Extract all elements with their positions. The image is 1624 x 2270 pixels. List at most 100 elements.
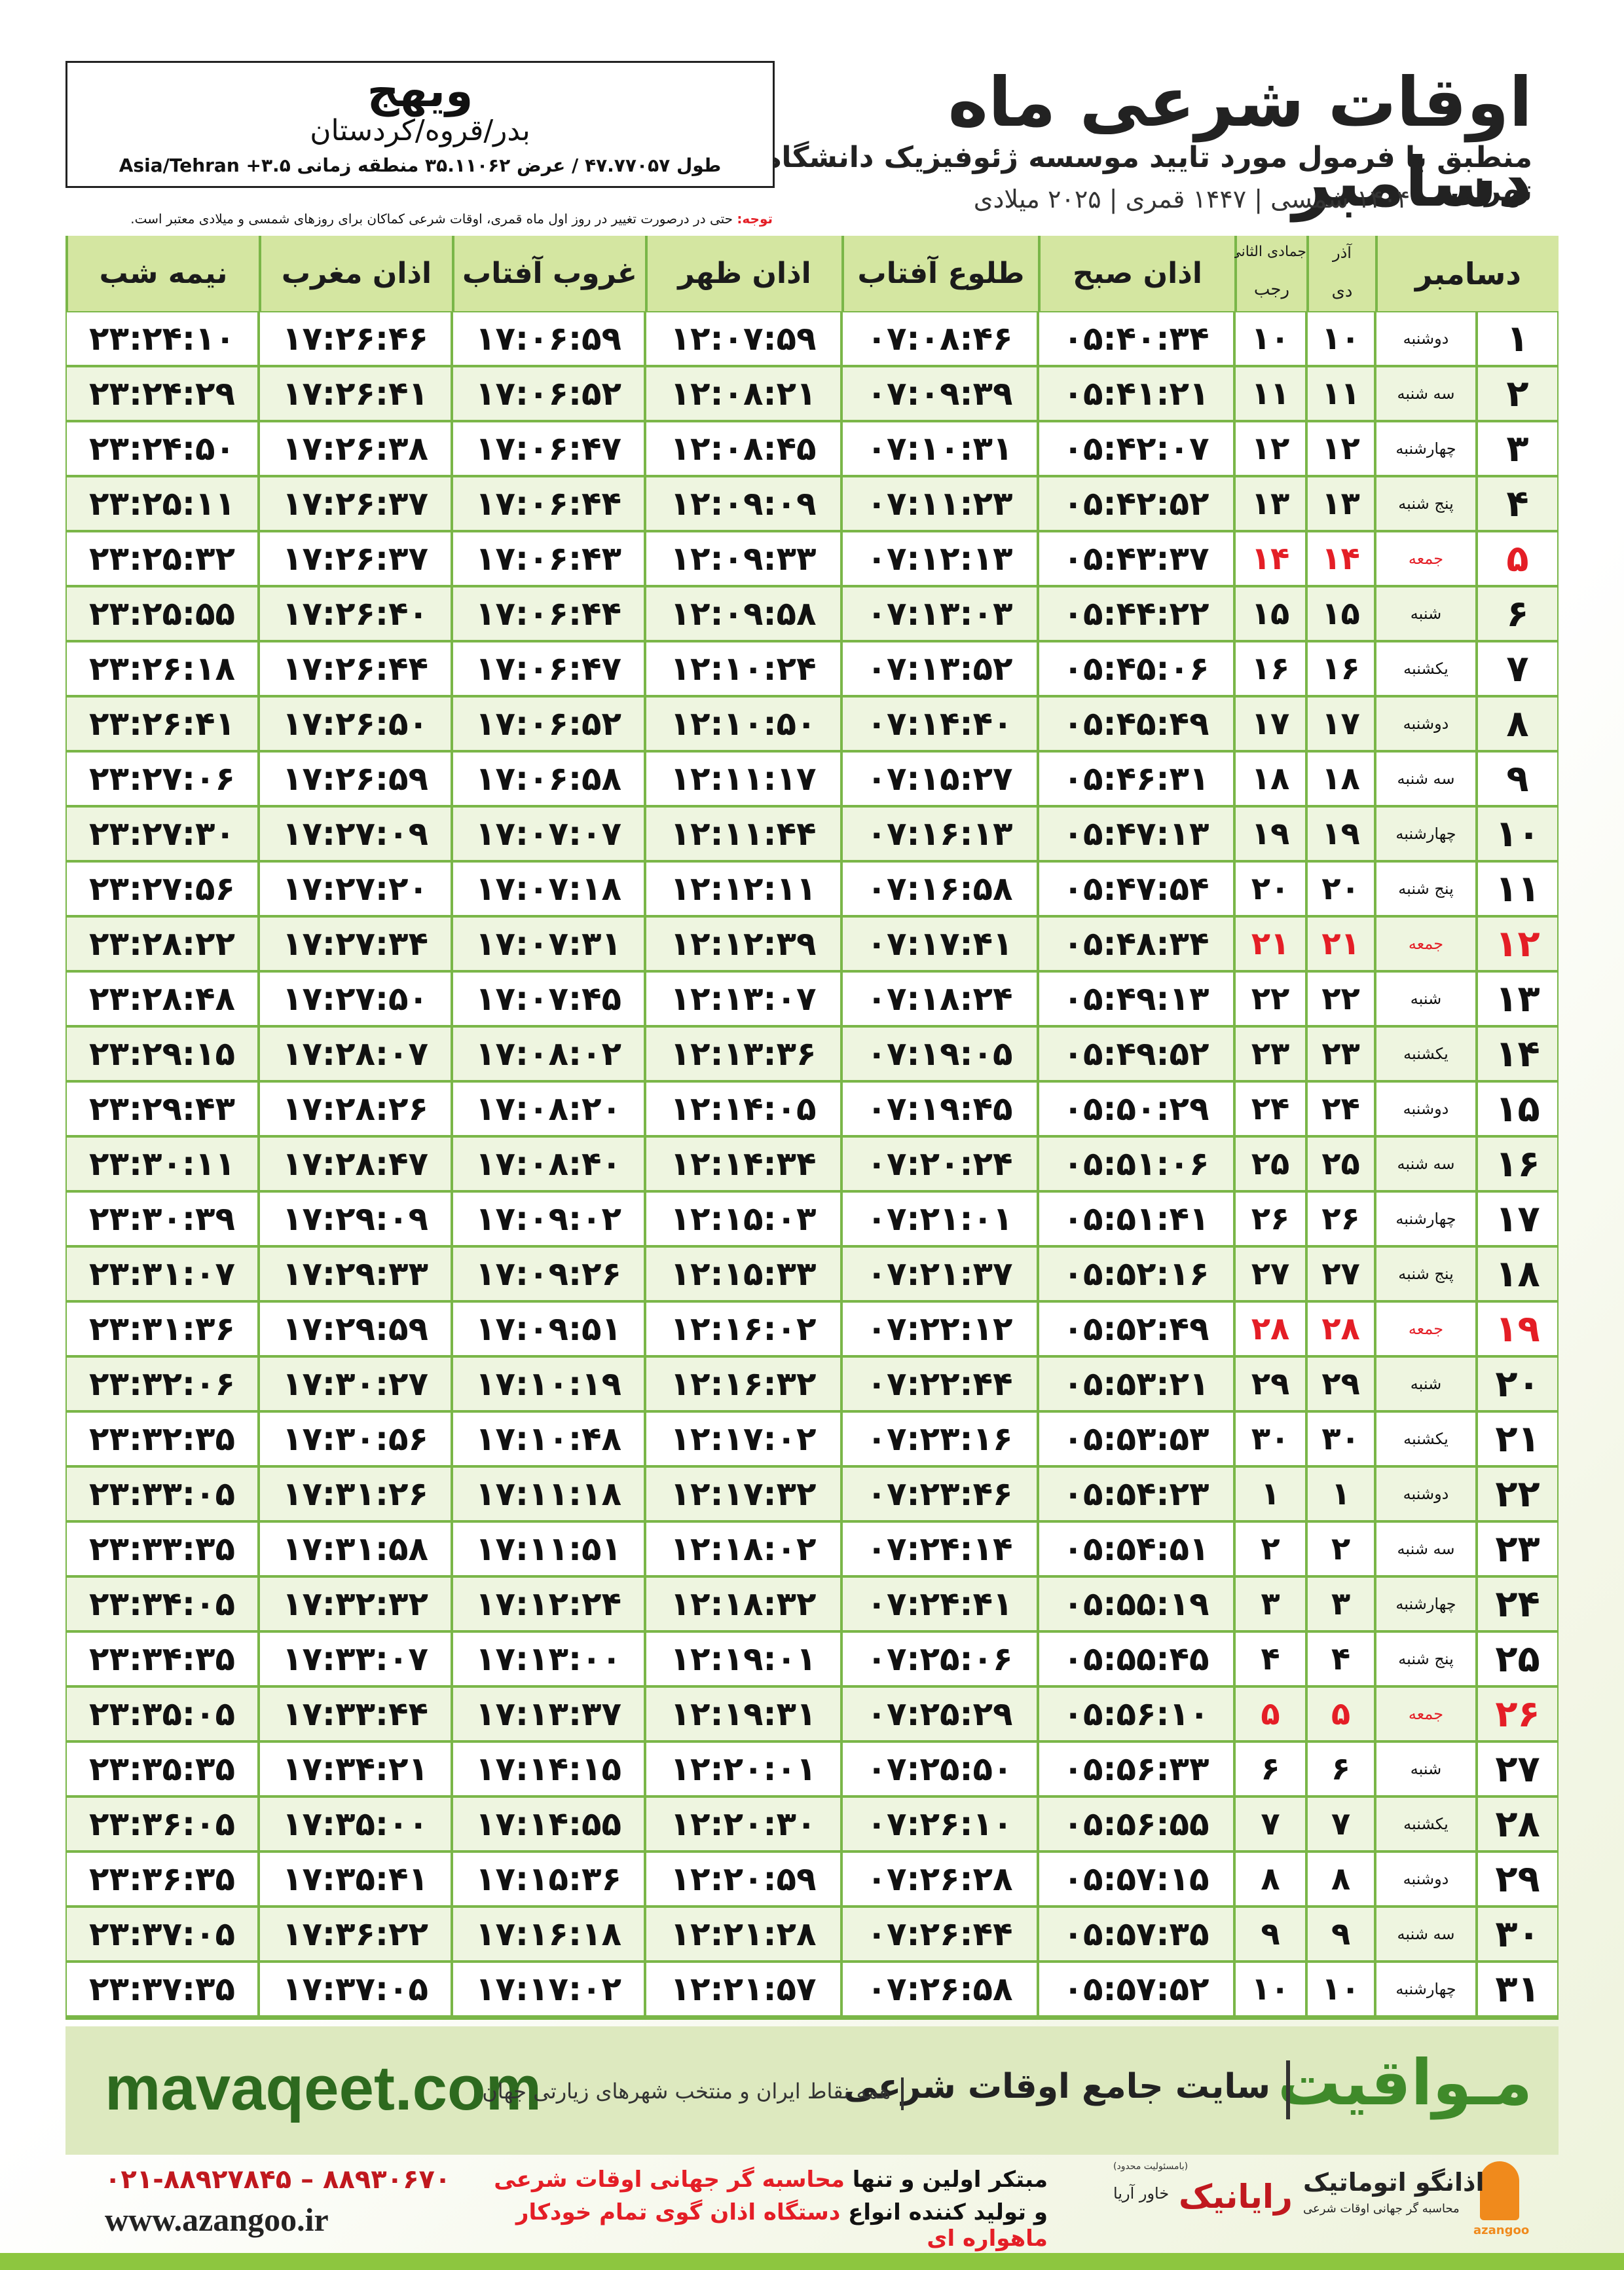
fajr: ۰۵:۵۷:۳۵	[1039, 1908, 1233, 1960]
persian-day: ۲۶	[1308, 1193, 1374, 1245]
weekday: دوشنبه	[1376, 698, 1475, 750]
maghrib: ۱۷:۲۹:۰۹	[260, 1193, 451, 1245]
dhuhr: ۱۲:۱۸:۳۲	[646, 1578, 840, 1630]
lunar-day: ۳۰	[1236, 1413, 1305, 1465]
persian-day: ۲۷	[1308, 1248, 1374, 1300]
weekday: سه شنبه	[1376, 753, 1475, 805]
region: بدر/قروه/کردستان	[310, 114, 530, 147]
dhuhr: ۱۲:۱۵:۰۳	[646, 1193, 840, 1245]
weekday: جمعه	[1376, 532, 1475, 585]
sunset: ۱۷:۰۶:۴۷	[453, 422, 644, 475]
lunar-day: ۱۵	[1236, 587, 1305, 640]
sunrise: ۰۷:۲۳:۴۶	[843, 1468, 1037, 1520]
maghrib: ۱۷:۳۱:۵۸	[260, 1523, 451, 1575]
location-box: ویهج بدر/قروه/کردستان طول ۴۷.۷۷۰۵۷ / عرض…	[65, 61, 775, 188]
lunar-day: ۱۲	[1236, 422, 1305, 475]
persian-day: ۲۱	[1308, 918, 1374, 970]
persian-day: ۵	[1308, 1688, 1374, 1740]
day: ۱۴	[1478, 1028, 1557, 1080]
persian-day: ۲	[1308, 1523, 1374, 1575]
header-month: دسامبر	[1375, 236, 1559, 311]
tagline-highlight: محاسبه گر جهانی اوقات شرعی	[494, 2167, 845, 2193]
persian-day: ۲۴	[1308, 1083, 1374, 1135]
maghrib: ۱۷:۳۵:۴۱	[260, 1853, 451, 1905]
sunrise: ۰۷:۲۵:۰۶	[843, 1633, 1037, 1685]
sunset: ۱۷:۱۷:۰۲	[453, 1963, 644, 2015]
weekday: چهارشنبه	[1376, 1963, 1475, 2015]
day: ۲۲	[1478, 1468, 1557, 1520]
day: ۱۳	[1478, 973, 1557, 1025]
limited: (بامسئولیت محدود)	[1113, 2161, 1189, 2172]
lunar-day: ۲۷	[1236, 1248, 1305, 1300]
sunrise: ۰۷:۰۹:۳۹	[843, 367, 1037, 420]
banner-website: mavaqeet.com	[105, 2053, 542, 2123]
sunrise: ۰۷:۲۱:۰۱	[843, 1193, 1037, 1245]
header-fajr: اذان صبح	[1038, 236, 1234, 311]
sunrise: ۰۷:۲۴:۴۱	[843, 1578, 1037, 1630]
header-sunset: غروب آفتاب	[452, 236, 645, 311]
day: ۱۵	[1478, 1083, 1557, 1135]
weekday: جمعه	[1376, 1303, 1475, 1355]
midnight: ۲۳:۳۴:۳۵	[67, 1633, 257, 1685]
dhuhr: ۱۲:۱۳:۰۷	[646, 973, 840, 1025]
persian-day: ۳۰	[1308, 1413, 1374, 1465]
lunar-day: ۸	[1236, 1853, 1305, 1905]
fajr: ۰۵:۴۱:۲۱	[1039, 367, 1233, 420]
day: ۲۹	[1478, 1853, 1557, 1905]
sunset: ۱۷:۰۷:۳۱	[453, 918, 644, 970]
header-maghrib: اذان مغرب	[259, 236, 452, 311]
fajr: ۰۵:۵۲:۱۶	[1039, 1248, 1233, 1300]
midnight: ۲۳:۲۷:۳۰	[67, 808, 257, 860]
persian-day: ۲۵	[1308, 1138, 1374, 1190]
url: www.azangoo.ir	[105, 2201, 329, 2238]
midnight: ۲۳:۳۵:۳۵	[67, 1743, 257, 1795]
sunset: ۱۷:۰۶:۵۲	[453, 367, 644, 420]
midnight: ۲۳:۳۰:۱۱	[67, 1138, 257, 1190]
weekday: پنج شنبه	[1376, 1248, 1475, 1300]
fajr: ۰۵:۴۵:۴۹	[1039, 698, 1233, 750]
sunset: ۱۷:۱۵:۳۶	[453, 1853, 644, 1905]
weekday: یکشنبه	[1376, 1028, 1475, 1080]
day: ۶	[1478, 587, 1557, 640]
day: ۳۰	[1478, 1908, 1557, 1960]
weekday: چهارشنبه	[1376, 1578, 1475, 1630]
dhuhr: ۱۲:۰۹:۵۸	[646, 587, 840, 640]
sunrise: ۰۷:۲۶:۲۸	[843, 1853, 1037, 1905]
sunset: ۱۷:۱۳:۳۷	[453, 1688, 644, 1740]
persian-day: ۲۸	[1308, 1303, 1374, 1355]
midnight: ۲۳:۳۷:۰۵	[67, 1908, 257, 1960]
persian-day: ۱۱	[1308, 367, 1374, 420]
fajr: ۰۵:۴۴:۲۲	[1039, 587, 1233, 640]
azangoo-tag: محاسبه گر جهانی اوقات شرعی	[1303, 2202, 1460, 2216]
sunrise: ۰۷:۲۶:۵۸	[843, 1963, 1037, 2015]
fajr: ۰۵:۴۵:۰۶	[1039, 642, 1233, 695]
fajr: ۰۵:۴۷:۱۳	[1039, 808, 1233, 860]
lunar-day: ۲۸	[1236, 1303, 1305, 1355]
tagline-text: و تولید کننده انواع	[848, 2199, 1048, 2225]
sunset: ۱۷:۱۳:۰۰	[453, 1633, 644, 1685]
maghrib: ۱۷:۲۷:۳۴	[260, 918, 451, 970]
midnight: ۲۳:۲۶:۱۸	[67, 642, 257, 695]
sunrise: ۰۷:۱۶:۱۳	[843, 808, 1037, 860]
dhuhr: ۱۲:۲۱:۲۸	[646, 1908, 840, 1960]
dhuhr: ۱۲:۲۰:۵۹	[646, 1853, 840, 1905]
day: ۸	[1478, 698, 1557, 750]
header-lunar-prev: جمادی الثانی	[1229, 244, 1306, 260]
sunset: ۱۷:۱۱:۵۱	[453, 1523, 644, 1575]
midnight: ۲۳:۳۳:۳۵	[67, 1523, 257, 1575]
lunar-day: ۱۹	[1236, 808, 1305, 860]
day: ۱۹	[1478, 1303, 1557, 1355]
sunrise: ۰۷:۱۴:۴۰	[843, 698, 1037, 750]
maghrib: ۱۷:۲۹:۳۳	[260, 1248, 451, 1300]
khavar: خاور آریا	[1113, 2184, 1170, 2203]
persian-day: ۱۲	[1308, 422, 1374, 475]
title: اوقات شرعی ماه دسامبر	[948, 62, 1532, 222]
weekday: چهارشنبه	[1376, 1193, 1475, 1245]
sunset: ۱۷:۰۶:۵۸	[453, 753, 644, 805]
maghrib: ۱۷:۲۶:۴۰	[260, 587, 451, 640]
sunrise: ۰۷:۱۳:۰۳	[843, 587, 1037, 640]
dhuhr: ۱۲:۱۷:۰۲	[646, 1413, 840, 1465]
sunrise: ۰۷:۱۷:۴۱	[843, 918, 1037, 970]
sunset: ۱۷:۱۴:۱۵	[453, 1743, 644, 1795]
sunset: ۱۷:۰۹:۰۲	[453, 1193, 644, 1245]
